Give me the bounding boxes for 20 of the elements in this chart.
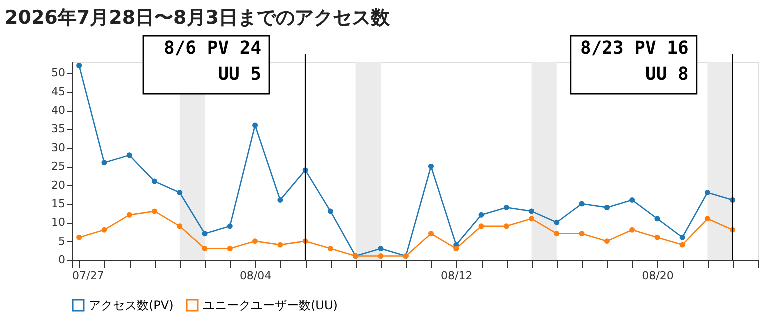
x-tick-label: 08/12	[441, 270, 473, 282]
y-tick-label: 35	[52, 122, 66, 136]
y-tick-label: 40	[52, 104, 66, 118]
y-tick-label: 20	[52, 178, 66, 192]
ref-line-label: 8/6 PV 24 UU 5	[164, 38, 262, 85]
y-tick-label: 10	[52, 216, 66, 230]
legend-label: ユニークユーザー数(UU)	[203, 298, 338, 313]
chart-title: 2026年7月28日〜8月3日までのアクセス数	[5, 7, 391, 29]
y-tick-label: 25	[52, 160, 66, 174]
y-tick-label: 0	[58, 254, 66, 266]
y-tick-label: 5	[58, 234, 66, 248]
ref-line-label: 8/23 PV 16 UU 8	[580, 38, 689, 85]
legend-label: アクセス数(PV)	[89, 298, 174, 313]
y-tick-label: 45	[52, 85, 66, 98]
y-tick-label: 50	[52, 66, 66, 80]
x-tick-label: 07/27	[72, 270, 104, 282]
y-tick-label: 30	[52, 141, 66, 154]
y-tick-label: 15	[52, 197, 66, 210]
x-tick-label: 08/20	[642, 270, 674, 282]
x-tick-label: 08/04	[240, 270, 272, 282]
